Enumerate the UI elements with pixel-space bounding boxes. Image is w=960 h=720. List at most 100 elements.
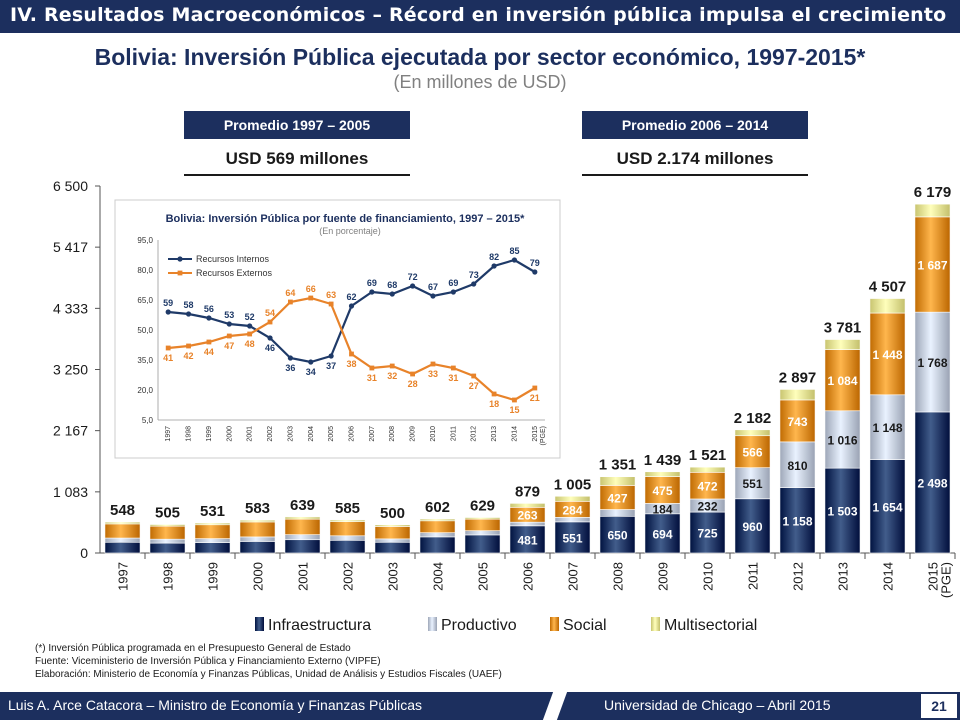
bar-segment-social [374, 526, 411, 540]
average-period-1: Promedio 1997 – 2005 [184, 111, 410, 139]
inset-legend-label-externos: Recursos Externos [196, 268, 273, 278]
bar-segment-social [689, 472, 726, 500]
x-tick-label: 1999 [206, 562, 221, 591]
inset-data-label: 58 [184, 300, 194, 310]
inset-x-tick-label: 2005 [328, 426, 335, 442]
inset-y-tick-label: 5,0 [142, 416, 154, 425]
inset-data-label: 72 [408, 272, 418, 282]
inset-x-tick-label-part: 2009 [410, 426, 417, 442]
inset-x-tick-label-part: 1999 [206, 426, 213, 442]
footnote-elaboration: Elaboración: Ministerio de Economía y Fi… [35, 669, 502, 680]
x-tick-label: 2004 [431, 562, 446, 591]
inset-x-tick-label-part: 2015 [532, 426, 539, 442]
x-tick-label: 2013 [836, 562, 851, 591]
inset-x-tick-label-part: 1997 [165, 426, 172, 442]
inset-x-tick-label: 2006 [349, 426, 356, 442]
inset-data-label: 66 [306, 284, 316, 294]
inset-x-tick-label-part: 2000 [226, 426, 233, 442]
inset-point-recursos-externos [308, 295, 314, 301]
bar-segment-social [194, 524, 231, 539]
x-tick-label-part: 2005 [476, 562, 491, 591]
bar-value-label: 475 [652, 484, 672, 498]
bar-segment-multisectorial [464, 517, 501, 520]
inset-legend-marker-internos [177, 256, 183, 262]
bar-value-label: 551 [742, 477, 762, 491]
bar-total-label: 1 005 [554, 476, 592, 493]
inset-x-tick-label-part: (PGE) [540, 426, 547, 445]
x-tick-label-part: 2013 [836, 562, 851, 591]
inset-point-recursos-externos [186, 343, 191, 349]
inset-data-label: 56 [204, 304, 214, 314]
inset-point-recursos-externos [410, 371, 416, 377]
inset-x-tick-label-part: 2013 [491, 426, 498, 442]
bar-segment-productivo [779, 441, 816, 488]
x-tick-label: 2001 [296, 562, 311, 591]
bar-value-label: 1 148 [872, 421, 902, 435]
bar-segment-multisectorial [599, 476, 636, 486]
inset-x-tick-label: 2007 [369, 426, 376, 442]
bar-segment-multisectorial [644, 471, 681, 477]
x-tick-label: 2009 [656, 562, 671, 591]
inset-data-label: 64 [285, 288, 295, 298]
x-tick-label: 2007 [566, 562, 581, 591]
inset-data-label: 47 [224, 341, 234, 351]
bar-segment-multisectorial [869, 298, 906, 314]
inset-point-recursos-externos [165, 345, 171, 351]
inset-data-label: 32 [387, 371, 397, 381]
bar-total-label: 629 [470, 497, 495, 514]
y-tick-label: 3 250 [53, 362, 88, 378]
inset-data-label: 42 [184, 351, 194, 361]
y-tick-label: 0 [80, 545, 88, 561]
bar-value-label: 427 [607, 491, 627, 505]
inset-point-recursos-externos [450, 365, 456, 371]
footer-bar: Luis A. Arce Catacora – Ministro de Econ… [0, 692, 960, 720]
bar-segment-productivo [869, 394, 906, 460]
inset-data-label: 44 [204, 347, 214, 357]
inset-x-tick-label-part: 2012 [471, 426, 478, 442]
inset-point-recursos-internos [348, 303, 355, 309]
bar-total-label: 1 521 [689, 447, 727, 464]
bar-segment-multisectorial [374, 524, 411, 527]
bar-value-label: 1 654 [872, 500, 902, 514]
bar-segment-social [734, 435, 771, 468]
bar-segment-productivo [104, 537, 141, 543]
bar-value-label: 1 016 [827, 433, 857, 447]
legend-swatch-infraestructura [255, 617, 264, 631]
legend-swatch-social [550, 617, 559, 631]
inset-point-recursos-internos [287, 355, 293, 361]
inset-x-tick-label: 2001 [247, 426, 254, 442]
bar-segment-social [149, 525, 186, 540]
bar-total-label: 505 [155, 504, 180, 521]
inset-y-tick-label: 95,0 [137, 236, 153, 245]
x-tick-label-part: 2001 [296, 562, 311, 591]
bar-segment-infraestructura [824, 467, 861, 554]
bar-segment-multisectorial [239, 519, 276, 523]
x-tick-label-part: 2009 [656, 562, 671, 591]
bar-segment-multisectorial [149, 524, 186, 527]
bar-segment-productivo [239, 536, 276, 542]
bar-segment-infraestructura [464, 534, 501, 554]
bar-segment-productivo [554, 517, 591, 523]
inset-x-tick-label: 2012 [471, 426, 478, 442]
bar-segment-multisectorial [509, 503, 546, 508]
bar-segment-infraestructura [914, 411, 951, 554]
inset-x-tick-label-part: 2004 [308, 426, 315, 442]
bar-segment-social [464, 518, 501, 531]
x-tick-label: 2014 [881, 562, 896, 591]
inset-x-tick-label: 2011 [450, 426, 457, 441]
inset-x-tick-label: 2003 [287, 426, 294, 442]
inset-point-recursos-internos [450, 289, 456, 295]
bar-segment-multisectorial [689, 466, 726, 473]
footer-author: Luis A. Arce Catacora – Ministro de Econ… [8, 697, 422, 713]
y-tick-label: 1 083 [53, 484, 88, 500]
inset-y-tick-label: 35,0 [137, 356, 153, 365]
bar-segment-productivo [419, 532, 456, 538]
bar-total-label: 1 439 [644, 452, 682, 469]
x-tick-label: 2010 [701, 562, 716, 591]
inset-point-recursos-externos [532, 385, 538, 391]
bar-segment-productivo [914, 311, 951, 413]
inset-point-recursos-externos [287, 299, 293, 305]
bar-segment-productivo [374, 538, 411, 543]
inset-data-label: 21 [530, 393, 540, 403]
inset-x-tick-label-part: 2001 [247, 426, 254, 442]
